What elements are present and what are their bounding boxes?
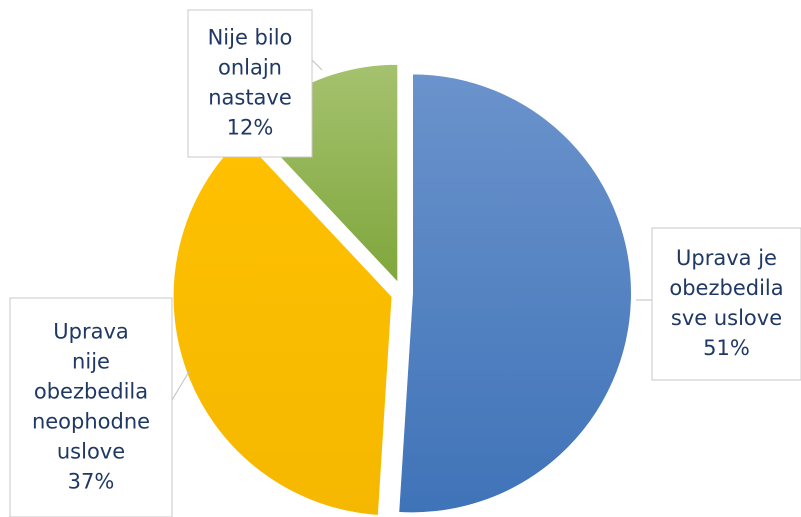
pie-slice xyxy=(171,134,394,517)
value-label: 12% xyxy=(227,116,274,140)
category-label: Uprava je obezbedila sve uslove xyxy=(669,246,783,330)
label-box xyxy=(187,9,313,158)
category-label: Uprava nije obezbedila neophodne uslove xyxy=(32,320,150,464)
label-box xyxy=(9,297,173,517)
category-label: Nije bilo onlajn nastave xyxy=(208,26,293,110)
value-label: 51% xyxy=(703,336,750,360)
pie-slice xyxy=(397,72,633,515)
leader-line xyxy=(171,369,191,401)
label-box xyxy=(651,227,801,381)
value-label: 37% xyxy=(68,470,115,494)
leader-line xyxy=(311,59,323,71)
